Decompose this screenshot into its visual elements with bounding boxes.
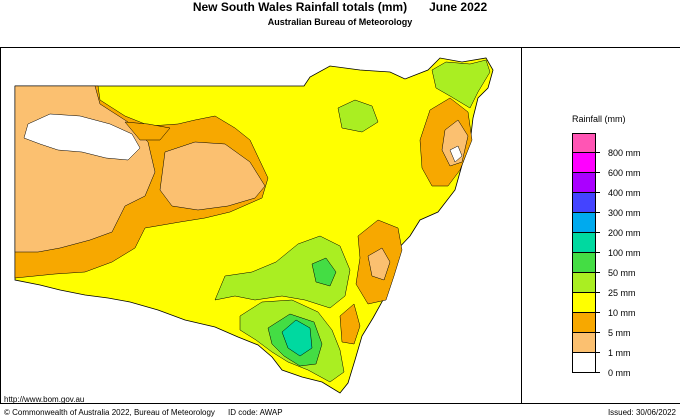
zone-south-100mm: [281, 319, 313, 357]
zone-west-1mm-b: [159, 141, 266, 211]
id-code: ID code: AWAP: [228, 408, 283, 417]
legend-swatch: [572, 313, 596, 333]
map-title-text: New South Wales Rainfall totals (mm): [192, 0, 408, 14]
copyright-text: © Commonwealth of Australia 2022, Bureau…: [4, 408, 215, 417]
legend-tick: [596, 212, 600, 213]
legend-label: 1 mm: [608, 348, 631, 358]
legend-swatch: [572, 153, 596, 173]
legend-swatch: [572, 213, 596, 233]
legend-frame: [522, 47, 680, 404]
legend-tick: [596, 232, 600, 233]
legend-tick: [596, 172, 600, 173]
legend-tick: [596, 272, 600, 273]
zone-west-dry: [23, 113, 141, 161]
zone-ne-25mm: [431, 59, 491, 109]
legend-tick: [596, 372, 600, 373]
source-url[interactable]: http://www.bom.gov.au: [4, 395, 85, 404]
zone-coast-1mm: [367, 247, 391, 281]
zone-sc-5mm: [339, 303, 361, 345]
legend-swatch: [572, 273, 596, 293]
legend-tick: [596, 292, 600, 293]
map-period: June 2022: [429, 0, 488, 14]
legend-label: 600 mm: [608, 168, 641, 178]
legend-tick: [596, 312, 600, 313]
legend-tick: [596, 352, 600, 353]
legend-tick: [596, 332, 600, 333]
zone-north-25mm: [337, 99, 379, 133]
map-subtitle: Australian Bureau of Meteorology: [267, 17, 413, 27]
map-frame: [0, 47, 522, 404]
legend-swatch: [572, 233, 596, 253]
legend-tick: [596, 152, 600, 153]
legend-label: 200 mm: [608, 228, 641, 238]
legend-label: 300 mm: [608, 208, 641, 218]
legend-swatch: [572, 293, 596, 313]
legend-swatch: [572, 173, 596, 193]
legend-label: 50 mm: [608, 268, 636, 278]
issued-date: Issued: 30/06/2022: [607, 408, 676, 417]
zone-central-25mm: [214, 235, 351, 309]
legend-swatch: [572, 193, 596, 213]
legend-label: 10 mm: [608, 308, 636, 318]
legend-label: 400 mm: [608, 188, 641, 198]
legend-tick: [596, 252, 600, 253]
zone-north-1-5mm: [124, 121, 171, 141]
legend-tick: [596, 192, 600, 193]
legend-label: 5 mm: [608, 328, 631, 338]
legend-swatch: [572, 353, 596, 373]
legend-swatch: [572, 133, 596, 153]
nsw-rainfall-map: [14, 57, 494, 394]
legend-title: Rainfall (mm): [572, 114, 626, 124]
zone-ne-dry: [449, 145, 463, 163]
legend-label: 800 mm: [608, 148, 641, 158]
map-title: New South Wales Rainfall totals (mm) June…: [0, 0, 680, 14]
legend-swatch: [572, 333, 596, 353]
legend-label: 0 mm: [608, 368, 631, 378]
legend-swatch: [572, 253, 596, 273]
legend-label: 25 mm: [608, 288, 636, 298]
zone-central-50mm: [311, 257, 337, 287]
legend-label: 100 mm: [608, 248, 641, 258]
